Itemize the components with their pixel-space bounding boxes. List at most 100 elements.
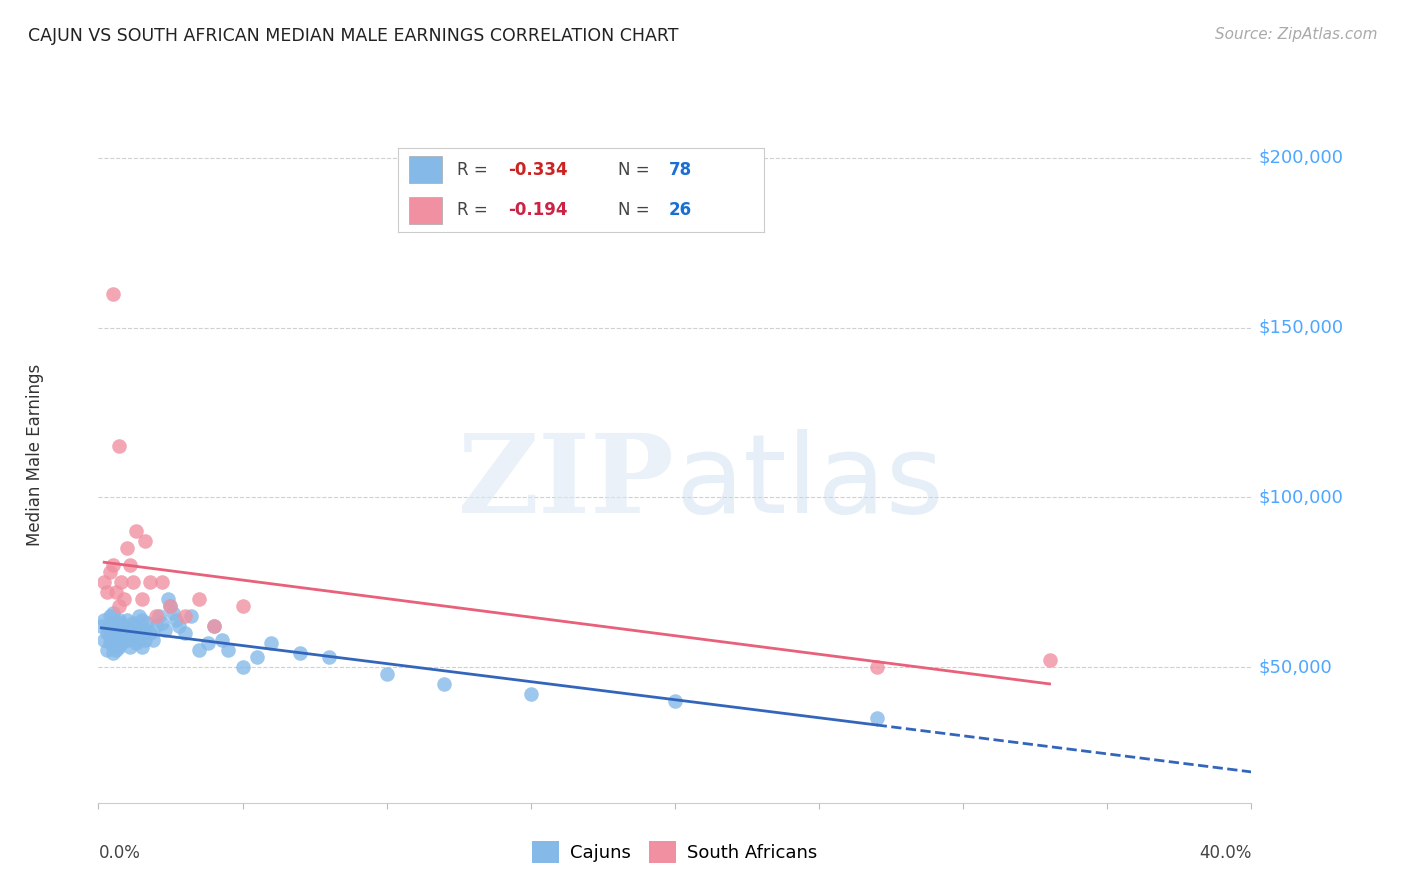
Point <box>125 524 148 539</box>
Point <box>231 660 254 674</box>
Point <box>98 565 121 579</box>
Point <box>107 632 129 647</box>
Point <box>134 534 156 549</box>
Text: CAJUN VS SOUTH AFRICAN MEDIAN MALE EARNINGS CORRELATION CHART: CAJUN VS SOUTH AFRICAN MEDIAN MALE EARNI… <box>28 27 679 45</box>
Point <box>156 592 179 607</box>
Point <box>1038 653 1062 667</box>
Point <box>112 626 135 640</box>
Point <box>148 609 170 624</box>
Point <box>866 660 889 674</box>
Point <box>104 585 127 599</box>
Point <box>112 632 135 647</box>
Point <box>211 632 233 647</box>
Point <box>117 632 138 647</box>
Text: 0.0%: 0.0% <box>98 844 141 862</box>
Point <box>162 606 184 620</box>
Text: $150,000: $150,000 <box>1258 318 1344 336</box>
Point <box>153 623 176 637</box>
Point <box>120 630 142 644</box>
Text: R =: R = <box>457 202 498 219</box>
Text: atlas: atlas <box>675 429 943 536</box>
Point <box>125 626 148 640</box>
Text: -0.194: -0.194 <box>508 202 568 219</box>
Point <box>318 649 340 664</box>
Point <box>145 609 167 624</box>
Text: R =: R = <box>457 161 492 178</box>
Point <box>120 640 142 654</box>
Point <box>98 615 121 630</box>
Point <box>120 623 142 637</box>
Point <box>122 615 145 630</box>
Point <box>125 619 148 633</box>
Point <box>96 585 118 599</box>
Point <box>167 619 190 633</box>
Point <box>107 640 129 654</box>
Point <box>165 613 187 627</box>
Point <box>202 619 225 633</box>
Point <box>110 630 132 644</box>
Text: $200,000: $200,000 <box>1258 149 1343 167</box>
Text: 40.0%: 40.0% <box>1199 844 1251 862</box>
Point <box>128 609 150 624</box>
Point <box>217 643 239 657</box>
Point <box>131 613 153 627</box>
Point <box>260 636 283 650</box>
Point <box>117 613 138 627</box>
Point <box>866 711 889 725</box>
Point <box>131 592 153 607</box>
Point <box>107 626 129 640</box>
Point <box>174 626 197 640</box>
Point <box>150 615 173 630</box>
FancyBboxPatch shape <box>409 156 441 183</box>
Text: 26: 26 <box>669 202 692 219</box>
Point <box>110 636 132 650</box>
Point <box>142 632 165 647</box>
Point <box>96 626 118 640</box>
Point <box>101 286 124 301</box>
Point <box>110 575 132 590</box>
Point <box>104 630 127 644</box>
Point <box>120 558 142 573</box>
Point <box>128 632 150 647</box>
Legend: Cajuns, South Africans: Cajuns, South Africans <box>526 834 824 871</box>
Point <box>131 640 153 654</box>
Point <box>98 630 121 644</box>
Point <box>136 615 159 630</box>
Point <box>180 609 202 624</box>
Point <box>117 626 138 640</box>
Point <box>134 632 156 647</box>
Point <box>112 592 135 607</box>
Point <box>246 649 269 664</box>
Point <box>188 592 211 607</box>
Text: Median Male Earnings: Median Male Earnings <box>25 364 44 546</box>
Point <box>101 558 124 573</box>
Point <box>131 626 153 640</box>
Point <box>101 647 124 661</box>
Point <box>90 619 112 633</box>
Text: $100,000: $100,000 <box>1258 488 1343 507</box>
Point <box>202 619 225 633</box>
Point <box>93 632 115 647</box>
Point <box>520 687 543 701</box>
Point <box>174 609 197 624</box>
Point <box>150 575 173 590</box>
Point <box>101 606 124 620</box>
Point <box>107 613 129 627</box>
Point <box>93 575 115 590</box>
Point <box>98 609 121 624</box>
Point <box>110 623 132 637</box>
Point <box>122 632 145 647</box>
Point <box>145 619 167 633</box>
Point <box>101 632 124 647</box>
Point <box>117 541 138 556</box>
Text: 78: 78 <box>669 161 692 178</box>
Point <box>159 599 181 613</box>
Point <box>104 623 127 637</box>
Point <box>134 623 156 637</box>
FancyBboxPatch shape <box>409 197 441 224</box>
Point <box>188 643 211 657</box>
Point <box>96 643 118 657</box>
Point <box>231 599 254 613</box>
Point <box>107 599 129 613</box>
Text: N =: N = <box>617 202 654 219</box>
